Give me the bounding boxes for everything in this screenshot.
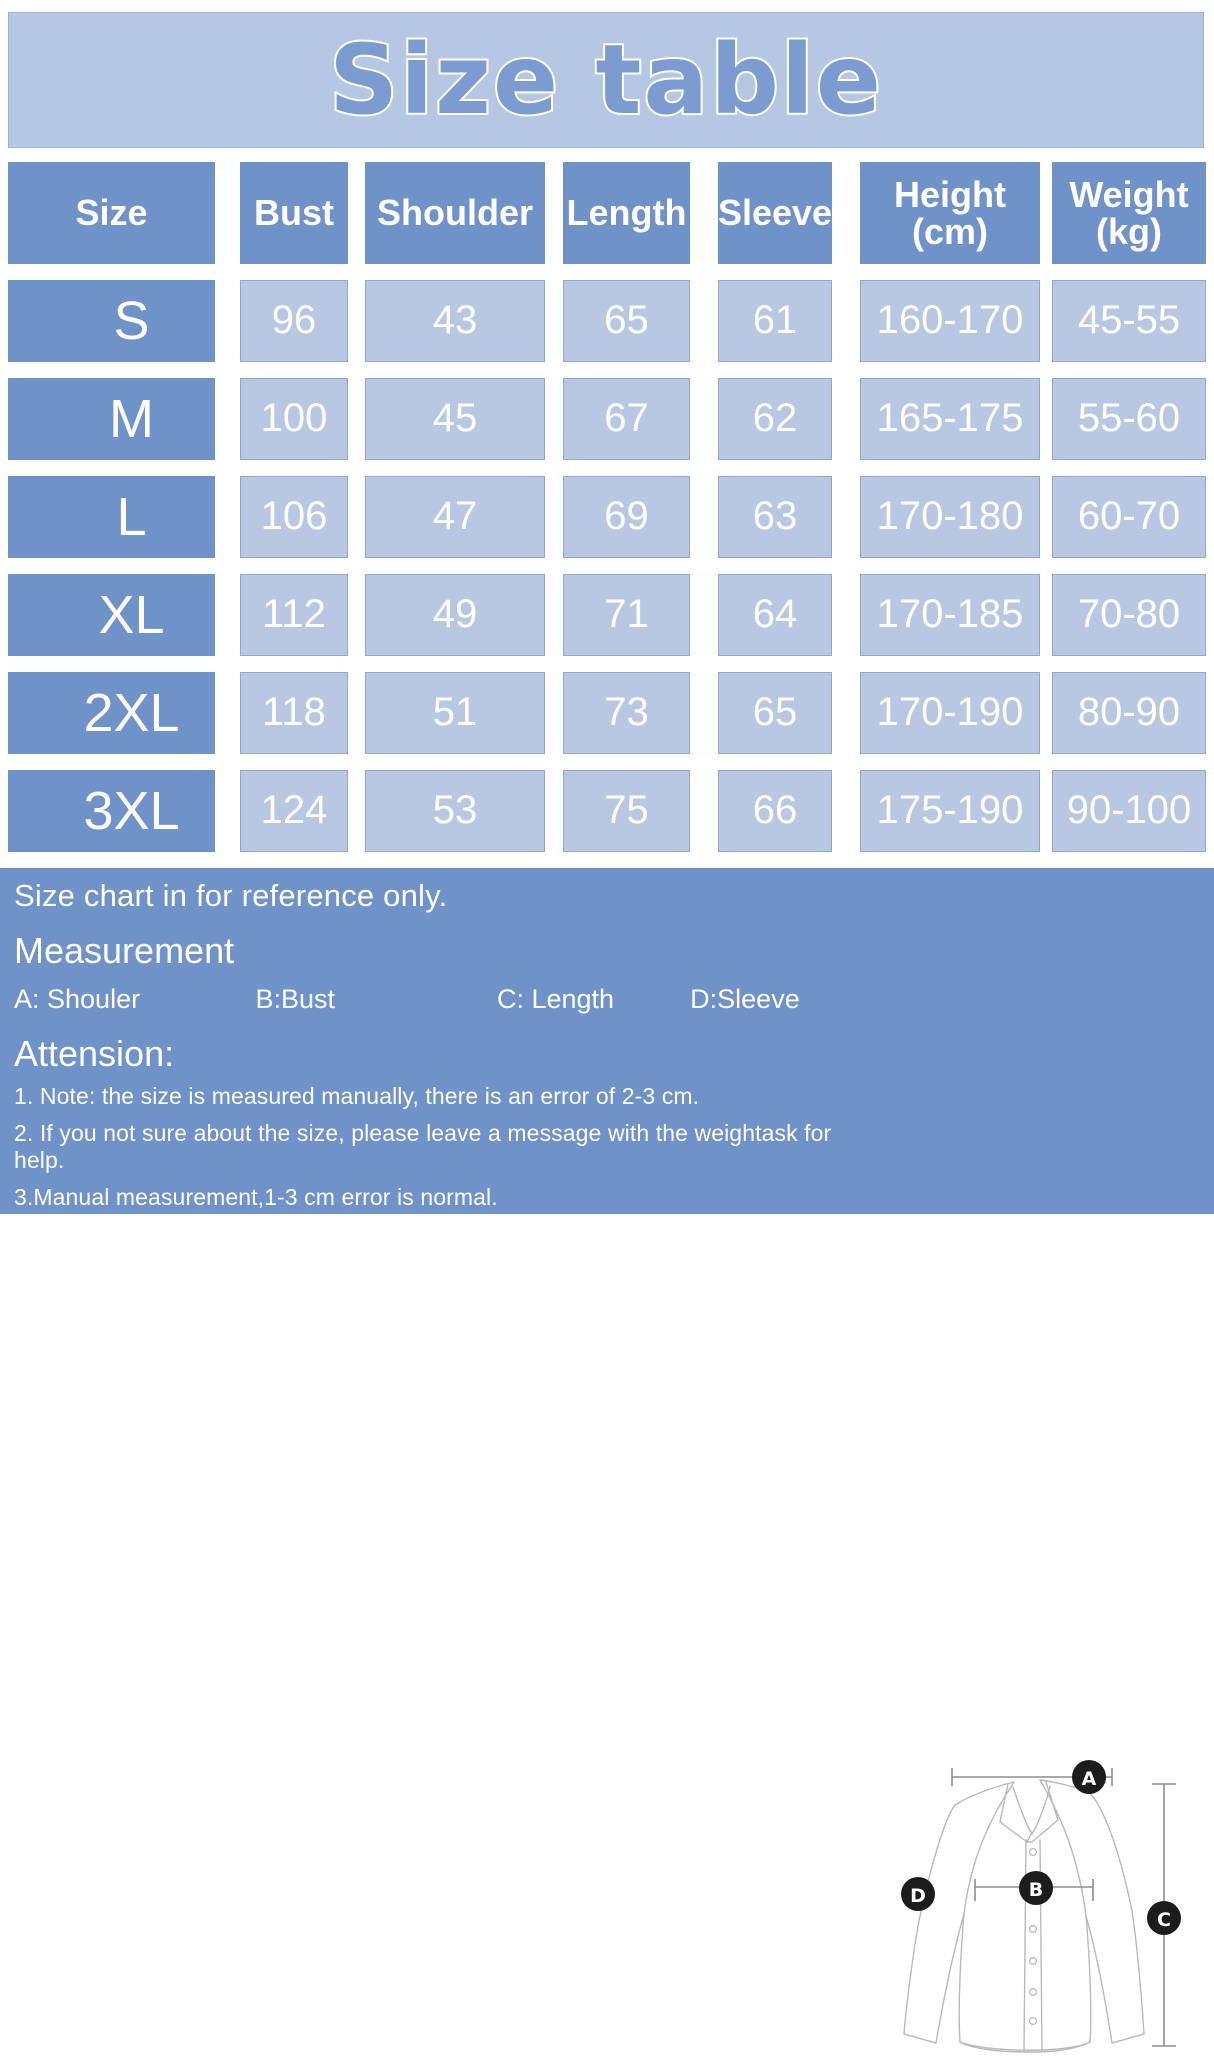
marker-b-label: B xyxy=(1029,1879,1043,1901)
marker-a-label: A xyxy=(1082,1768,1097,1790)
measurement-key-row: A: Shouler B:Bust C: Length D:Sleeve xyxy=(14,984,864,1015)
cell-shoulder-m: 45 xyxy=(365,378,545,460)
info-text-block: Size chart in for reference only. Measur… xyxy=(14,878,864,1221)
cell-sleeve-2xl: 65 xyxy=(718,672,832,754)
cell-sleeve-s: 61 xyxy=(718,280,832,362)
size-label-size-2xl: 2XL xyxy=(8,672,215,754)
cell-height-2xl: 170-190 xyxy=(860,672,1040,754)
cell-shoulder-xl: 49 xyxy=(365,574,545,656)
column-header-shoulder: Shoulder xyxy=(365,162,545,264)
column-header-length: Length xyxy=(563,162,690,264)
table-row: L 106 47 69 63 170-180 60-70 xyxy=(0,476,1214,558)
cell-shoulder-s: 43 xyxy=(365,280,545,362)
cell-shoulder-l: 47 xyxy=(365,476,545,558)
attention-note-2: 2. If you not sure about the size, pleas… xyxy=(14,1120,832,1173)
marker-b-badge: B xyxy=(1019,1871,1053,1905)
table-row: XL 112 49 71 64 170-185 70-80 xyxy=(0,574,1214,656)
measurement-key-c: C: Length xyxy=(496,984,615,1014)
page-title: Size table xyxy=(327,24,883,136)
column-header-sleeve: Sleeve xyxy=(718,162,832,264)
cell-weight-s: 45-55 xyxy=(1052,280,1206,362)
attention-heading: Attension: xyxy=(14,1033,175,1074)
cell-height-xl: 170-185 xyxy=(860,574,1040,656)
column-header-height: Height (cm) xyxy=(860,162,1040,264)
cell-bust-2xl: 118 xyxy=(240,672,348,754)
size-label-size-xl: XL xyxy=(8,574,215,656)
cell-shoulder-3xl: 53 xyxy=(365,770,545,852)
table-row: 2XL 118 51 73 65 170-190 80-90 xyxy=(0,672,1214,754)
title-banner: Size table xyxy=(8,12,1204,148)
cell-length-l: 69 xyxy=(563,476,690,558)
attention-note-1: 1. Note: the size is measured manually, … xyxy=(14,1083,700,1109)
cell-shoulder-2xl: 51 xyxy=(365,672,545,754)
cell-length-2xl: 73 xyxy=(563,672,690,754)
cell-weight-m: 55-60 xyxy=(1052,378,1206,460)
cell-height-l: 170-180 xyxy=(860,476,1040,558)
size-label-size-3xl: 3XL xyxy=(8,770,215,852)
cell-length-m: 67 xyxy=(563,378,690,460)
measurement-key-a: A: Shouler xyxy=(14,984,141,1014)
size-table: Size Bust Shoulder Length Sleeve Height (cm) We… xyxy=(0,160,1214,860)
cell-bust-m: 100 xyxy=(240,378,348,460)
attention-note-3: 3.Manual measurement,1-3 cm error is nor… xyxy=(14,1184,498,1210)
measurement-key-d: D:Sleeve xyxy=(690,984,800,1014)
info-panel: Size chart in for reference only. Measur… xyxy=(0,868,1214,2072)
measurement-key-b: B:Bust xyxy=(255,984,336,1014)
table-row: M 100 45 67 62 165-175 55-60 xyxy=(0,378,1214,460)
marker-c-label: C xyxy=(1157,1909,1171,1931)
table-header-row: Size Bust Shoulder Length Sleeve Height (cm) We… xyxy=(0,162,1214,264)
cell-height-m: 165-175 xyxy=(860,378,1040,460)
marker-c-badge: C xyxy=(1147,1901,1181,1935)
size-label-size-l: L xyxy=(8,476,215,558)
cell-bust-xl: 112 xyxy=(240,574,348,656)
cell-bust-3xl: 124 xyxy=(240,770,348,852)
cell-height-3xl: 175-190 xyxy=(860,770,1040,852)
cell-sleeve-xl: 64 xyxy=(718,574,832,656)
cell-length-s: 65 xyxy=(563,280,690,362)
column-header-bust: Bust xyxy=(240,162,348,264)
cell-length-3xl: 75 xyxy=(563,770,690,852)
column-header-weight: Weight (kg) xyxy=(1052,162,1206,264)
marker-a-badge: A xyxy=(1072,1760,1106,1794)
marker-d-label: D xyxy=(910,1885,926,1907)
cell-bust-s: 96 xyxy=(240,280,348,362)
cell-length-xl: 71 xyxy=(563,574,690,656)
cell-weight-2xl: 80-90 xyxy=(1052,672,1206,754)
size-label-size-s: S xyxy=(8,280,215,362)
marker-d-badge: D xyxy=(901,1877,935,1911)
cell-sleeve-3xl: 66 xyxy=(718,770,832,852)
table-row: S 96 43 65 61 160-170 45-55 xyxy=(0,280,1214,362)
cell-weight-3xl: 90-100 xyxy=(1052,770,1206,852)
shirt-outline-icon xyxy=(903,1779,1145,2053)
cell-bust-l: 106 xyxy=(240,476,348,558)
size-label-size-m: M xyxy=(8,378,215,460)
reference-note: Size chart in for reference only. xyxy=(14,878,448,913)
cell-weight-xl: 70-80 xyxy=(1052,574,1206,656)
cell-sleeve-l: 63 xyxy=(718,476,832,558)
shirt-measurement-diagram: A B C D xyxy=(880,1746,1202,2072)
column-header-size: Size xyxy=(8,162,215,264)
cell-sleeve-m: 62 xyxy=(718,378,832,460)
measurement-heading: Measurement xyxy=(14,930,235,971)
cell-height-s: 160-170 xyxy=(860,280,1040,362)
cell-weight-l: 60-70 xyxy=(1052,476,1206,558)
table-row: 3XL 124 53 75 66 175-190 90-100 xyxy=(0,770,1214,852)
